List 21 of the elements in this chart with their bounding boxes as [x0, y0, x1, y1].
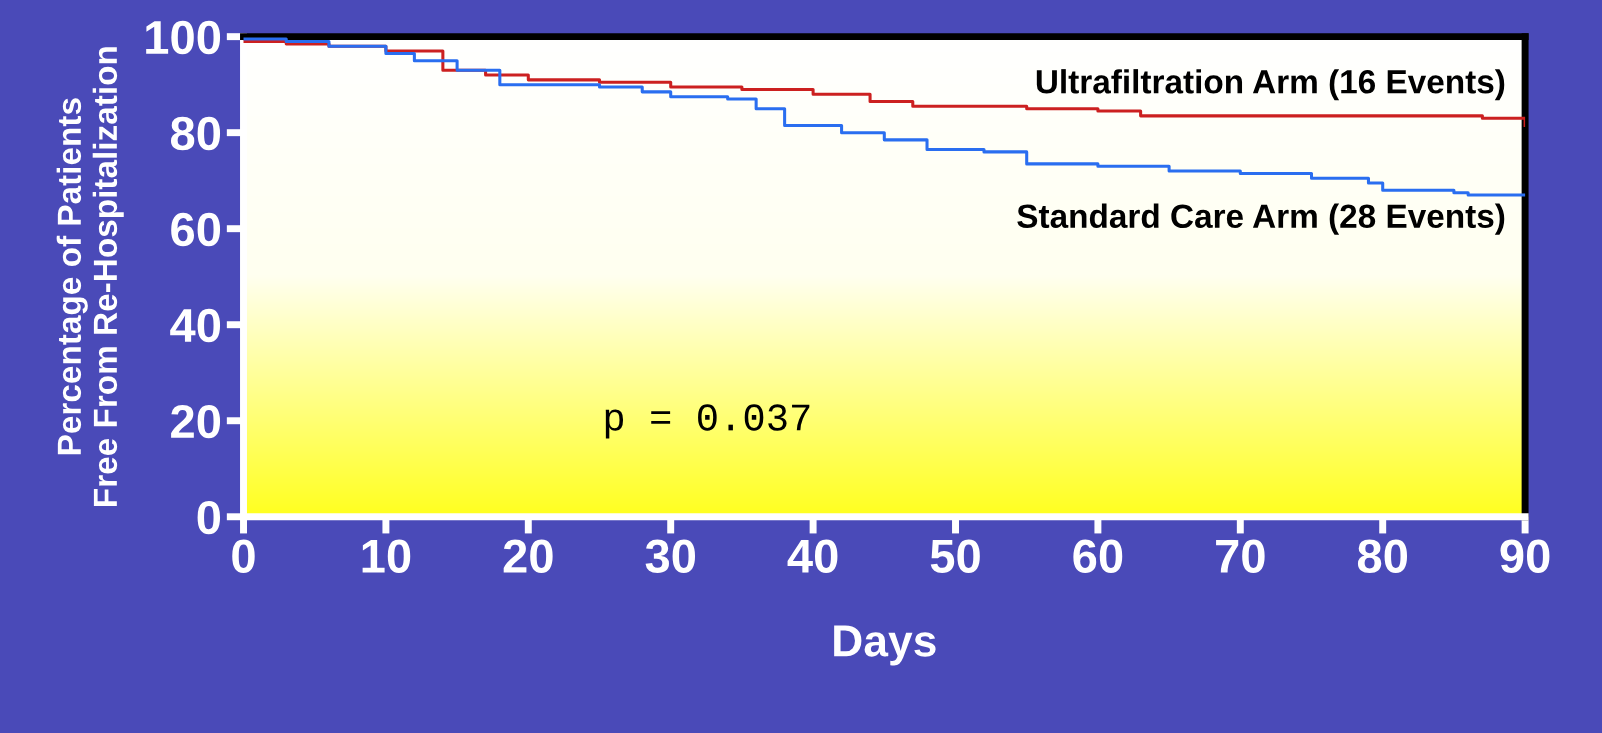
x-tick-label: 40	[787, 539, 838, 573]
y-tick-label: 0	[197, 500, 221, 535]
y-tick-label: 100	[146, 20, 221, 55]
y-tick-label: 80	[170, 116, 221, 151]
y-tick-label: 60	[171, 212, 221, 247]
x-tick-label: 60	[1073, 539, 1123, 573]
x-tick-label: 70	[1216, 539, 1265, 573]
x-tick-label: 0	[232, 539, 255, 573]
x-tick-label: 80	[1357, 539, 1408, 573]
x-tick-label: 30	[645, 539, 696, 574]
series-label: Ultrafiltration Arm (16 Events)	[1036, 69, 1505, 101]
annotation: p = 0.037	[605, 404, 810, 439]
y-tick-label: 20	[171, 404, 221, 439]
x-tick-label: 10	[362, 539, 411, 573]
y-tick-label: 40	[170, 308, 221, 343]
x-tick-label: 20	[503, 539, 553, 573]
x-tick-label: 50	[930, 539, 980, 573]
series-label: Standard Care Arm (28 Events)	[1017, 203, 1505, 235]
x-axis-title: Days	[834, 625, 936, 666]
x-tick-label: 90	[1500, 539, 1550, 573]
y-axis-title: Percentage of Patients Free From Re-Hospitalization	[56, 47, 124, 506]
